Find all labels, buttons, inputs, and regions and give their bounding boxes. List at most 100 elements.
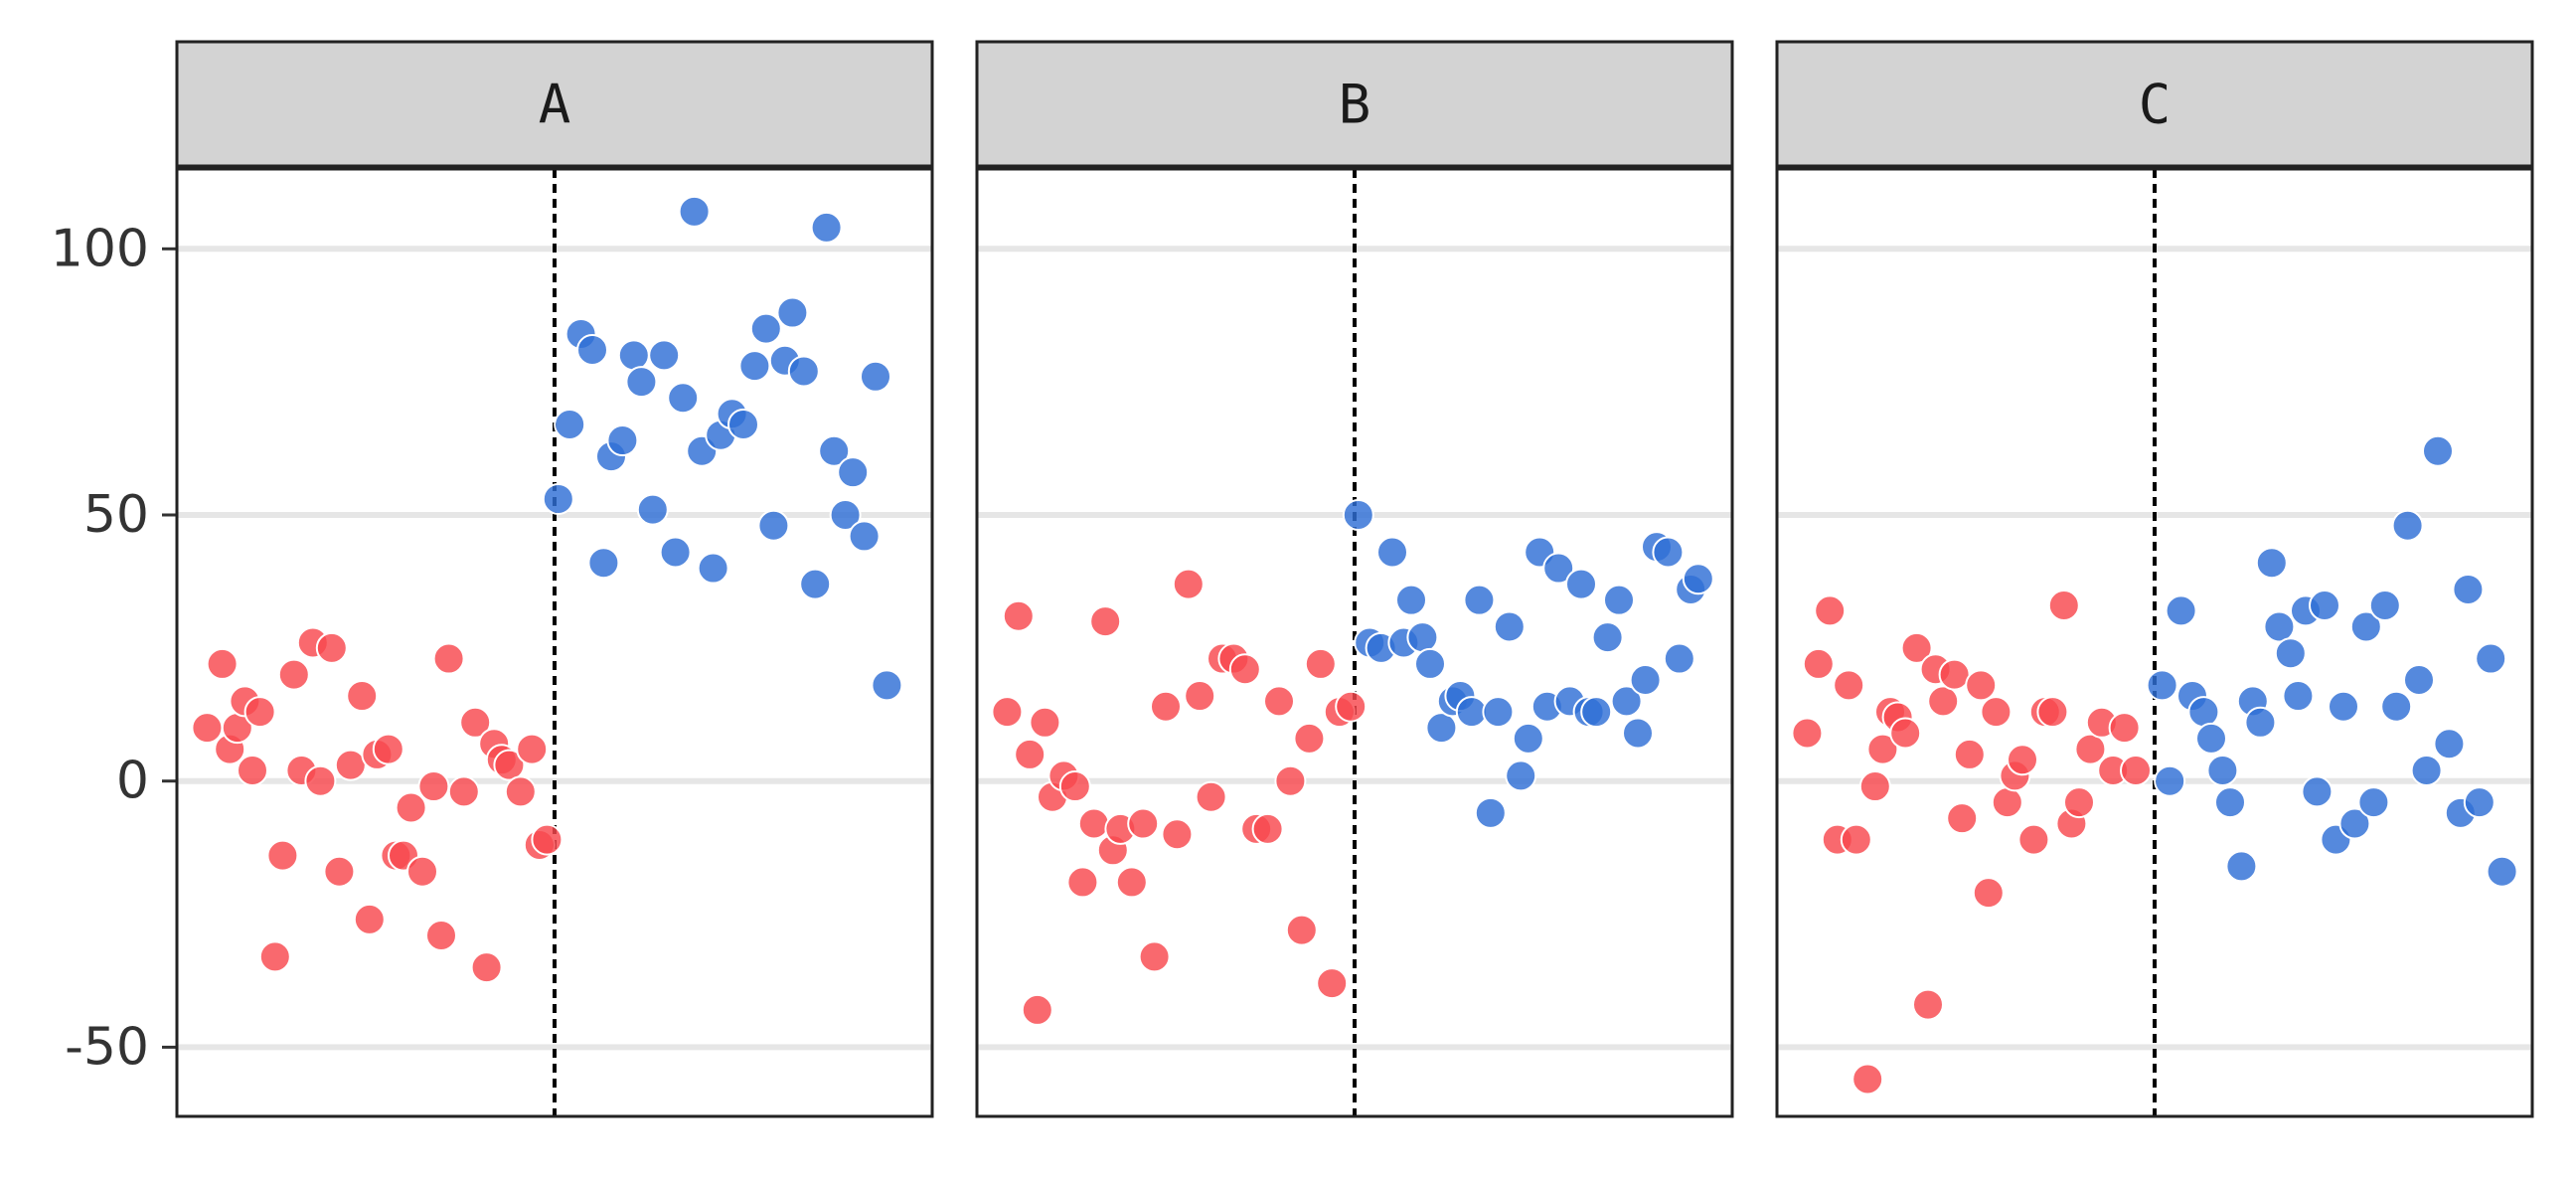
point-after-cutoff bbox=[2410, 754, 2443, 786]
point-before-cutoff bbox=[1840, 823, 1872, 856]
y-axis: -50 0 50 100 bbox=[51, 219, 177, 1077]
point-after-cutoff bbox=[2187, 696, 2220, 729]
point-after-cutoff bbox=[587, 547, 620, 580]
point-before-cutoff bbox=[2063, 786, 2095, 819]
point-before-cutoff bbox=[1066, 866, 1099, 899]
point-after-cutoff bbox=[2452, 573, 2485, 605]
point-before-cutoff bbox=[2120, 754, 2152, 786]
point-after-cutoff bbox=[1622, 717, 1654, 750]
point-after-cutoff bbox=[776, 296, 809, 329]
point-after-cutoff bbox=[1493, 610, 1526, 643]
facet-strip bbox=[1775, 40, 2534, 168]
point-after-cutoff bbox=[818, 434, 851, 467]
facet-panel-c: C bbox=[1775, 40, 2534, 1118]
point-after-cutoff bbox=[1542, 552, 1575, 585]
point-before-cutoff bbox=[395, 791, 427, 824]
point-before-cutoff bbox=[2108, 712, 2141, 745]
point-before-cutoff bbox=[323, 855, 356, 888]
point-after-cutoff bbox=[837, 456, 870, 489]
point-before-cutoff bbox=[1858, 770, 1891, 803]
point-after-cutoff bbox=[829, 499, 862, 532]
point-after-cutoff bbox=[1565, 568, 1597, 600]
point-before-cutoff bbox=[1938, 658, 1971, 691]
point-after-cutoff bbox=[636, 493, 669, 526]
point-before-cutoff bbox=[277, 658, 310, 691]
point-after-cutoff bbox=[1652, 536, 1685, 569]
panel-border bbox=[1775, 167, 2534, 1118]
point-after-cutoff bbox=[2244, 706, 2277, 739]
point-before-cutoff bbox=[1965, 669, 1998, 702]
point-before-cutoff bbox=[1972, 877, 2005, 910]
point-before-cutoff bbox=[1285, 914, 1318, 946]
point-after-cutoff bbox=[2357, 786, 2390, 819]
point-after-cutoff bbox=[1629, 663, 1662, 696]
point-before-cutoff bbox=[1900, 631, 1933, 664]
point-after-cutoff bbox=[860, 360, 891, 393]
point-before-cutoff bbox=[1833, 669, 1865, 702]
point-after-cutoff bbox=[2391, 509, 2424, 542]
point-after-cutoff bbox=[2486, 855, 2518, 888]
point-after-cutoff bbox=[2422, 434, 2454, 467]
point-after-cutoff bbox=[1414, 647, 1446, 680]
point-before-cutoff bbox=[243, 696, 276, 729]
point-before-cutoff bbox=[1251, 812, 1284, 845]
point-after-cutoff bbox=[2255, 547, 2288, 580]
point-before-cutoff bbox=[1802, 647, 1835, 680]
point-after-cutoff bbox=[617, 339, 650, 372]
point-before-cutoff bbox=[1184, 680, 1216, 713]
point-after-cutoff bbox=[1663, 642, 1695, 675]
facet-panel-b: B bbox=[975, 40, 1734, 1118]
point-before-cutoff bbox=[991, 696, 1024, 729]
point-after-cutoff bbox=[2380, 690, 2413, 723]
point-before-cutoff bbox=[1335, 690, 1368, 723]
point-after-cutoff bbox=[2263, 610, 2296, 643]
point-after-cutoff bbox=[2349, 610, 2382, 643]
point-before-cutoff bbox=[1274, 764, 1307, 797]
facet-strip-label: B bbox=[1339, 74, 1371, 136]
point-after-cutoff bbox=[1406, 621, 1439, 654]
facet-panel-a: A bbox=[175, 40, 934, 1118]
point-before-cutoff bbox=[1029, 706, 1061, 739]
point-after-cutoff bbox=[2274, 637, 2307, 670]
point-after-cutoff bbox=[1482, 696, 1515, 729]
point-before-cutoff bbox=[1161, 818, 1194, 851]
point-after-cutoff bbox=[2338, 807, 2371, 840]
point-before-cutoff bbox=[2047, 590, 2080, 622]
point-before-cutoff bbox=[1058, 770, 1091, 803]
point-after-cutoff bbox=[2154, 764, 2186, 797]
point-after-cutoff bbox=[542, 482, 574, 515]
point-before-cutoff bbox=[1980, 696, 2012, 729]
point-after-cutoff bbox=[1376, 536, 1408, 569]
facet-strip-label: A bbox=[539, 74, 571, 136]
point-after-cutoff bbox=[1512, 722, 1544, 755]
point-before-cutoff bbox=[1014, 738, 1046, 770]
point-after-cutoff bbox=[1610, 685, 1643, 718]
point-before-cutoff bbox=[1866, 733, 1899, 765]
point-before-cutoff bbox=[266, 839, 299, 872]
point-after-cutoff bbox=[625, 366, 658, 399]
point-before-cutoff bbox=[1927, 685, 1960, 718]
point-before-cutoff bbox=[1791, 717, 1824, 750]
point-after-cutoff bbox=[799, 568, 832, 600]
point-after-cutoff bbox=[749, 312, 782, 345]
point-after-cutoff bbox=[2214, 786, 2246, 819]
point-after-cutoff bbox=[659, 536, 692, 569]
point-before-cutoff bbox=[504, 775, 537, 808]
point-after-cutoff bbox=[2206, 754, 2239, 786]
point-after-cutoff bbox=[1425, 712, 1458, 745]
point-before-cutoff bbox=[1002, 599, 1035, 632]
point-before-cutoff bbox=[372, 733, 404, 765]
point-before-cutoff bbox=[1127, 807, 1160, 840]
point-before-cutoff bbox=[2036, 696, 2069, 729]
point-before-cutoff bbox=[425, 919, 457, 951]
point-after-cutoff bbox=[871, 669, 903, 702]
point-after-cutoff bbox=[727, 408, 759, 440]
point-before-cutoff bbox=[1115, 866, 1148, 899]
facet-panels: A B C bbox=[175, 40, 2534, 1118]
point-after-cutoff bbox=[2403, 663, 2435, 696]
point-before-cutoff bbox=[2074, 733, 2107, 765]
point-before-cutoff bbox=[334, 749, 367, 781]
point-before-cutoff bbox=[1172, 568, 1205, 600]
y-tick-label: 100 bbox=[51, 219, 149, 278]
